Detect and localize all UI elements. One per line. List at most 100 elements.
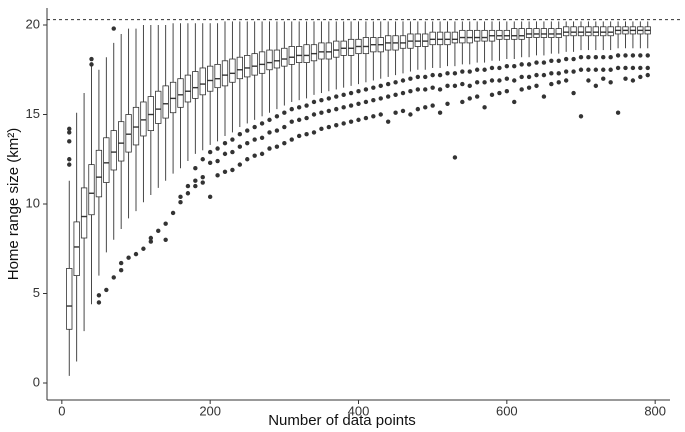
outlier (118, 260, 124, 266)
outlier (341, 92, 346, 98)
outlier (215, 146, 220, 151)
outlier (348, 90, 354, 96)
outlier (430, 85, 435, 90)
x-tick-label: 400 (348, 403, 370, 418)
box (444, 31, 451, 46)
outlier (638, 65, 643, 71)
outlier (556, 80, 561, 85)
outlier (623, 53, 628, 58)
outlier (230, 149, 235, 155)
outlier (549, 81, 554, 87)
outlier (334, 106, 339, 112)
outlier (615, 110, 621, 115)
outlier (601, 67, 606, 72)
box (429, 31, 436, 46)
outlier (89, 62, 94, 67)
outlier (274, 128, 280, 133)
outlier (156, 228, 161, 234)
outlier (623, 65, 628, 71)
outlier (497, 78, 502, 83)
box (66, 268, 73, 330)
outlier (630, 53, 636, 58)
box (296, 46, 303, 63)
outlier (259, 121, 265, 126)
outlier (304, 103, 309, 108)
box (118, 121, 125, 162)
box (607, 26, 614, 37)
outlier (393, 80, 398, 85)
outlier (200, 174, 205, 180)
box (199, 67, 206, 96)
outlier (393, 110, 398, 115)
outlier (445, 71, 450, 76)
outlier (541, 94, 547, 99)
outlier (474, 67, 480, 72)
outlier (296, 133, 302, 139)
box (310, 44, 318, 62)
outlier (274, 144, 280, 149)
outlier (593, 83, 599, 89)
outlier (400, 90, 406, 96)
y-axis-label: Home range size (km²) (5, 128, 22, 281)
outlier (178, 194, 183, 200)
box (251, 53, 258, 76)
outlier (504, 63, 510, 69)
outlier (408, 89, 413, 94)
outlier (571, 69, 576, 74)
outlier (170, 210, 176, 216)
outlier (593, 55, 599, 60)
box (451, 31, 459, 44)
y-tick-label: 5 (33, 285, 40, 300)
box (110, 130, 117, 171)
outlier (460, 81, 465, 87)
outlier (230, 167, 235, 173)
outlier (133, 251, 139, 257)
outlier (304, 131, 309, 137)
outlier (89, 56, 94, 62)
box (184, 74, 192, 103)
outlier (593, 67, 599, 72)
outlier (163, 237, 168, 242)
box (414, 33, 421, 47)
box (577, 26, 585, 37)
outlier (207, 194, 213, 200)
outlier (334, 94, 339, 99)
outlier (467, 69, 472, 74)
box (563, 26, 570, 37)
box (192, 71, 199, 99)
outlier (608, 55, 613, 60)
outlier (185, 191, 191, 196)
outlier (282, 110, 287, 115)
box (570, 26, 577, 37)
box (221, 60, 229, 87)
outlier (452, 83, 458, 89)
outlier (645, 53, 650, 58)
outlier (141, 246, 146, 251)
outlier (519, 62, 524, 67)
outlier (549, 71, 554, 76)
y-tick-label: 0 (33, 374, 40, 389)
y-tick-label: 20 (26, 16, 40, 31)
outlier (252, 124, 257, 130)
outlier (563, 56, 569, 62)
outlier (630, 78, 636, 83)
outlier (615, 65, 621, 71)
outlier (541, 72, 547, 78)
box (318, 42, 325, 60)
box (525, 28, 533, 38)
outlier (519, 87, 524, 92)
outlier (326, 108, 332, 114)
outlier (341, 121, 346, 126)
outlier (645, 65, 650, 71)
outlier (207, 160, 213, 166)
box (244, 55, 251, 78)
outlier (645, 72, 650, 78)
outlier (415, 106, 421, 112)
box (548, 28, 555, 38)
x-tick-label: 800 (644, 403, 666, 418)
outlier (423, 74, 428, 80)
outlier (526, 62, 532, 67)
outlier (578, 67, 584, 72)
outlier (408, 112, 413, 117)
outlier (245, 157, 250, 162)
